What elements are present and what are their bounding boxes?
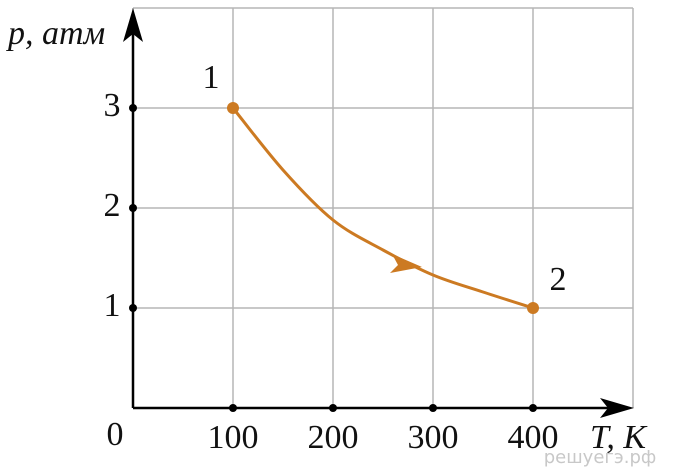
watermark: решуегэ.рф xyxy=(544,447,657,468)
y-tick-label: 3 xyxy=(104,87,121,124)
state-point xyxy=(527,302,539,314)
tick-mark xyxy=(429,404,437,412)
x-tick-label: 0 xyxy=(107,416,124,453)
y-axis-arrow xyxy=(123,8,143,42)
tick-mark xyxy=(129,304,137,312)
curve xyxy=(231,107,534,310)
tick-mark xyxy=(229,404,237,412)
tick-mark xyxy=(129,204,137,212)
x-tick-label: 400 xyxy=(508,419,559,456)
x-tick-label: 100 xyxy=(208,419,259,456)
tick-mark xyxy=(129,104,137,112)
point-label: 1 xyxy=(203,59,220,96)
y-tick-label: 2 xyxy=(104,187,121,224)
x-tick-label: 300 xyxy=(408,419,459,456)
x-axis-label: T, К xyxy=(590,419,648,456)
tick-mark xyxy=(529,404,537,412)
x-axis-arrow xyxy=(600,398,634,418)
x-tick-label: 200 xyxy=(308,419,359,456)
point-label: 2 xyxy=(550,261,567,298)
y-tick-label: 1 xyxy=(104,287,121,324)
tick-mark xyxy=(329,404,337,412)
y-axis-label: p, атм xyxy=(6,15,105,52)
state-point xyxy=(227,102,239,114)
